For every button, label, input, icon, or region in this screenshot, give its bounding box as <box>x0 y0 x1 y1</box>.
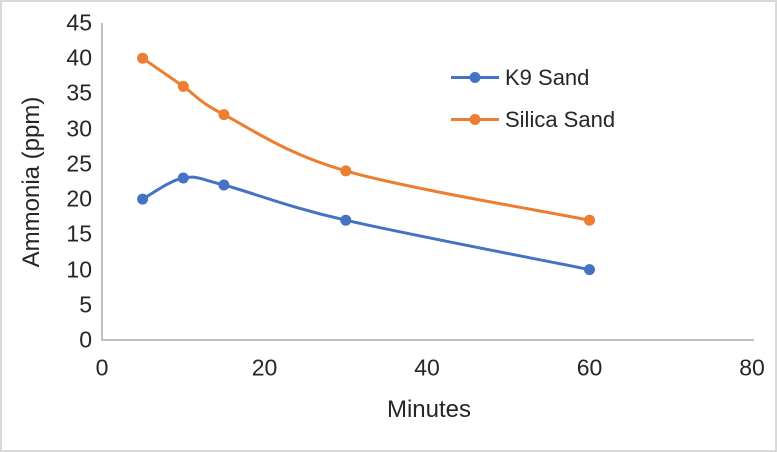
data-point-k9-sand[interactable] <box>137 193 149 205</box>
data-point-k9-sand[interactable] <box>218 179 230 191</box>
data-point-silica-sand[interactable] <box>177 80 189 92</box>
data-point-silica-sand[interactable] <box>584 214 595 226</box>
y-tick-label: 20 <box>66 185 92 212</box>
x-tick-label: 60 <box>576 354 603 381</box>
data-point-k9-sand[interactable] <box>584 264 595 276</box>
line-marker-icon <box>451 114 499 125</box>
x-tick-label: 0 <box>95 354 109 381</box>
y-tick-label: 10 <box>66 256 92 283</box>
legend-label: K9 Sand <box>505 64 590 90</box>
x-axis-title: Minutes <box>386 396 472 423</box>
y-tick-label: 35 <box>66 79 92 106</box>
y-tick-label: 15 <box>66 220 92 247</box>
data-point-silica-sand[interactable] <box>218 109 230 121</box>
data-point-silica-sand[interactable] <box>137 52 149 64</box>
series-line-k9-sand[interactable] <box>141 175 591 272</box>
legend-entry-silica-sand[interactable]: Silica Sand <box>450 103 615 136</box>
x-tick-label: 40 <box>414 354 440 381</box>
y-tick-label: 45 <box>66 9 92 36</box>
y-tick-label: 40 <box>66 44 92 71</box>
legend-label: Silica Sand <box>505 106 616 132</box>
y-tick-label: 0 <box>79 326 92 353</box>
data-point-k9-sand[interactable] <box>177 172 189 184</box>
line-marker-icon <box>451 72 499 83</box>
y-tick-label: 5 <box>79 291 92 318</box>
data-point-k9-sand[interactable] <box>340 214 352 226</box>
legend: K9 Sand Silica Sand <box>450 61 615 136</box>
data-point-silica-sand[interactable] <box>340 165 352 177</box>
x-tick-label: 80 <box>739 354 765 381</box>
legend-entry-k9-sand[interactable]: K9 Sand <box>450 61 615 94</box>
x-tick-label: 20 <box>251 354 278 381</box>
y-tick-label: 25 <box>66 150 92 177</box>
y-tick-label: 30 <box>66 115 92 142</box>
